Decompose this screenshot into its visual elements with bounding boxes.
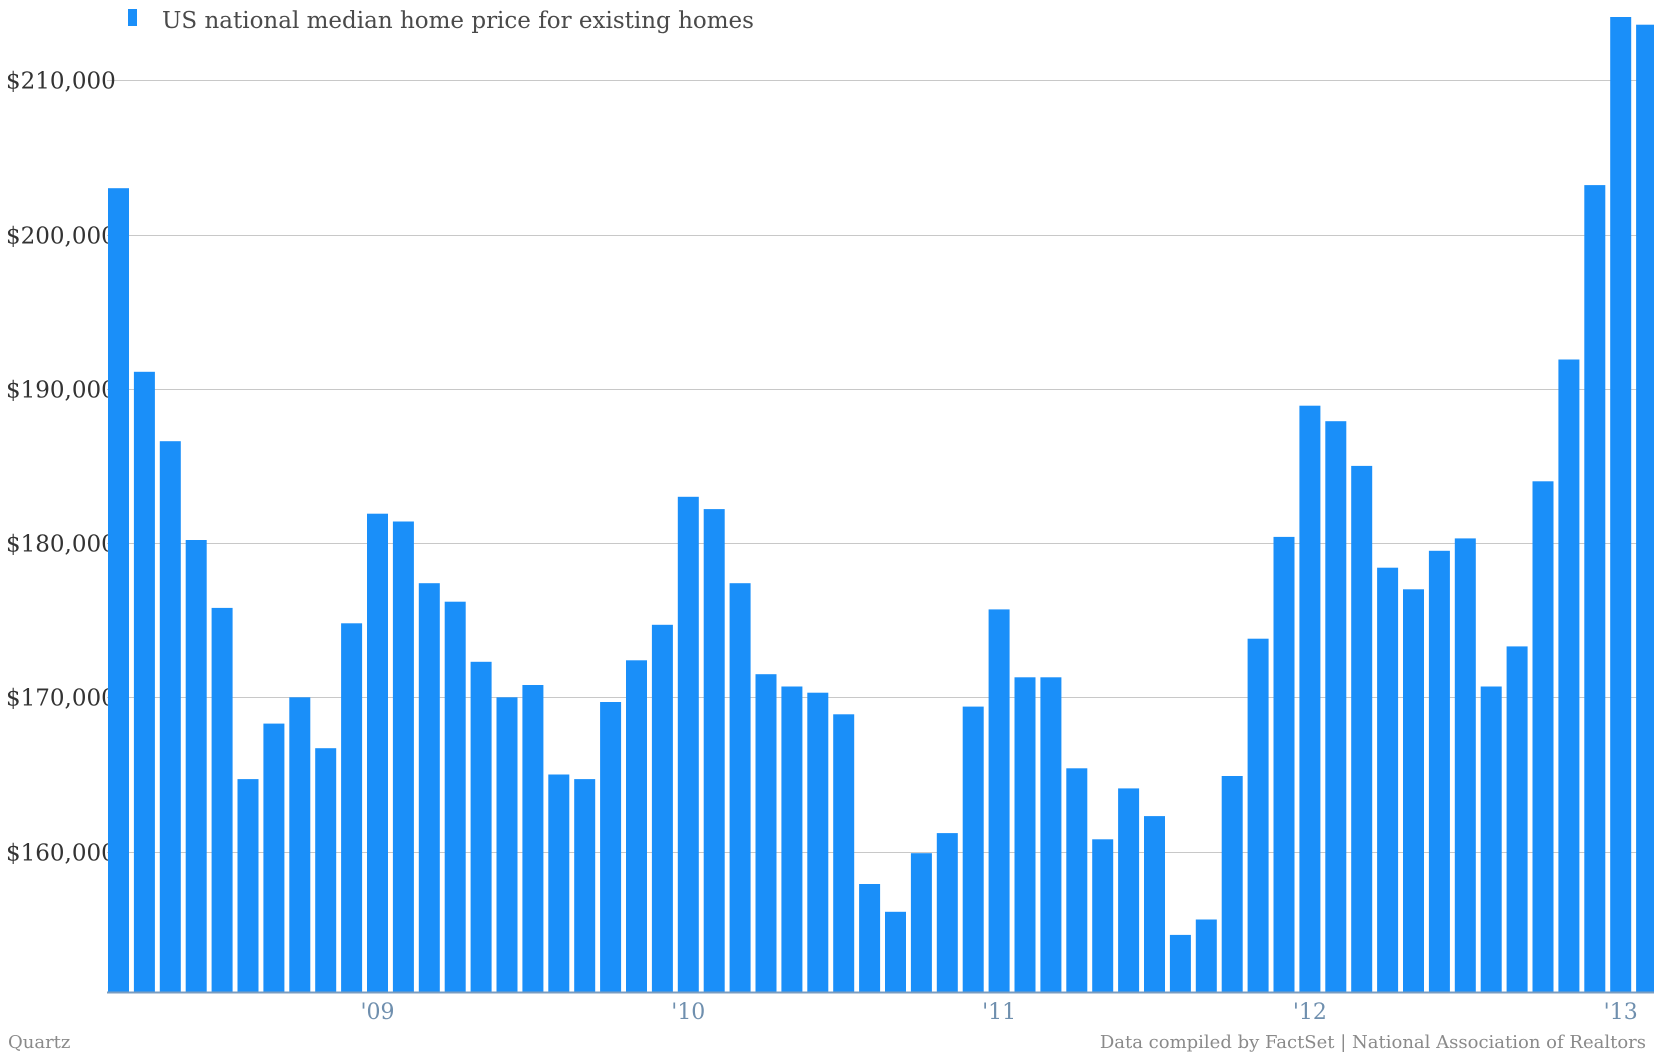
x-tick-label: '13 (1604, 1000, 1638, 1025)
bar (1428, 550, 1450, 992)
bar (885, 911, 906, 992)
bar (626, 660, 647, 992)
bar (444, 601, 466, 992)
bar (781, 686, 803, 992)
bar (1247, 638, 1269, 992)
bar (574, 779, 596, 992)
bar (108, 188, 129, 992)
bar (392, 521, 414, 992)
bar (1610, 17, 1632, 992)
bar (1273, 536, 1295, 992)
bar (418, 583, 440, 992)
bar (1299, 405, 1321, 992)
x-axis-ticks: '09 '10 '11 '12 '13 (360, 1000, 1637, 1025)
x-tick-label: '12 (1293, 1000, 1327, 1025)
bar (755, 674, 777, 992)
bar (470, 661, 492, 992)
x-tick-label: '10 (671, 1000, 705, 1025)
bar (1558, 359, 1580, 992)
bar (703, 509, 725, 992)
bar (1144, 816, 1165, 992)
legend: US national median home price for existi… (128, 8, 754, 34)
bar (1454, 538, 1476, 992)
bar (1169, 934, 1191, 992)
bar (600, 702, 622, 992)
legend-swatch (128, 9, 137, 26)
bar (1377, 567, 1399, 992)
bar (185, 540, 207, 992)
bar (1636, 24, 1654, 992)
bar (159, 441, 181, 992)
bar (833, 714, 855, 992)
y-tick-label: $200,000 (6, 224, 116, 250)
bar (1351, 465, 1373, 992)
bar (1506, 646, 1528, 992)
bar (962, 706, 984, 992)
y-axis-ticks: $160,000 $170,000 $180,000 $190,000 $200,000… (6, 69, 116, 867)
y-tick-label: $190,000 (6, 378, 116, 404)
bar (341, 623, 363, 992)
bar (1221, 776, 1243, 992)
bar (522, 685, 544, 992)
bar (237, 779, 259, 992)
bar (936, 833, 958, 992)
bars (108, 17, 1654, 993)
bar (1092, 839, 1114, 992)
footer-credit: Quartz (8, 1032, 70, 1053)
bar (367, 513, 388, 992)
bar (1403, 589, 1424, 992)
bar (859, 884, 881, 992)
bar (289, 697, 311, 992)
bar (496, 697, 518, 992)
bar (1195, 919, 1217, 992)
bar (133, 371, 155, 992)
bar (677, 496, 699, 992)
bar (548, 774, 570, 992)
bar (263, 723, 285, 992)
bar (807, 692, 829, 992)
legend-label: US national median home price for existi… (162, 8, 754, 34)
y-tick-label: $160,000 (6, 841, 116, 867)
bar (1040, 677, 1062, 992)
bar (315, 748, 337, 992)
bar (1584, 185, 1606, 993)
bar (988, 609, 1010, 992)
bar (729, 583, 751, 992)
bar (651, 624, 673, 992)
x-tick-label: '09 (360, 1000, 394, 1025)
bar (910, 853, 932, 992)
y-tick-label: $210,000 (6, 69, 116, 95)
bar (1014, 677, 1036, 992)
bar (1325, 421, 1347, 992)
bar (1118, 788, 1140, 992)
x-tick-label: '11 (982, 1000, 1016, 1025)
bar (1532, 481, 1554, 992)
bar (1066, 768, 1088, 992)
footer-source: Data compiled by FactSet | National Asso… (1100, 1032, 1646, 1053)
bar (1480, 686, 1502, 992)
y-tick-label: $170,000 (6, 686, 116, 712)
bar (211, 607, 233, 992)
y-tick-label: $180,000 (6, 532, 116, 558)
